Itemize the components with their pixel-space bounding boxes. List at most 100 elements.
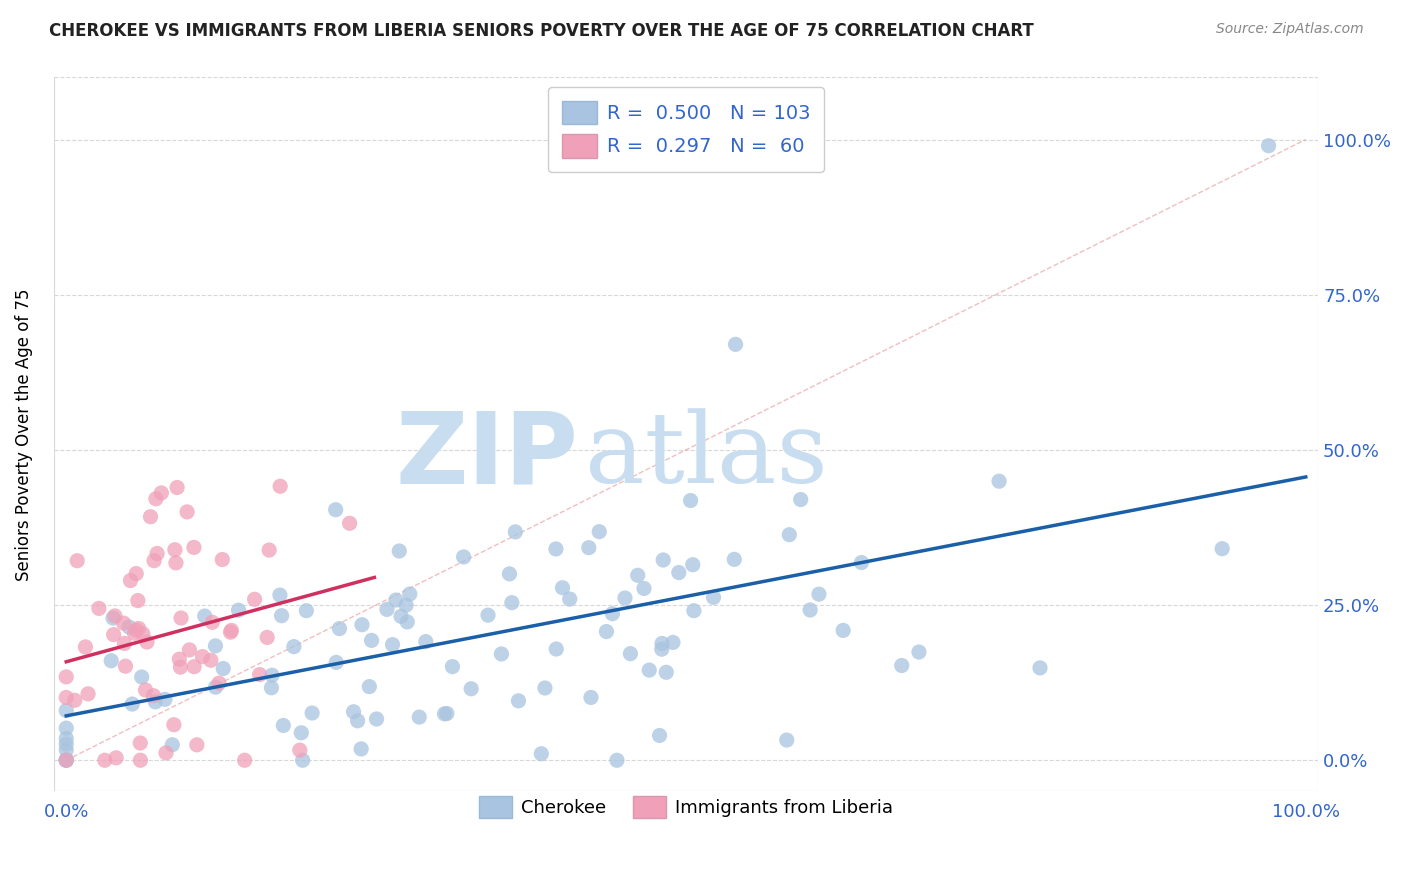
Point (155, 746, 177, 760)
Point (396, 615, 419, 629)
Point (87, 601, 110, 615)
Point (375, 602, 398, 616)
Point (683, 604, 706, 618)
Point (325, 656, 347, 670)
Point (290, 726, 312, 740)
Point (619, 647, 641, 661)
Point (651, 642, 673, 657)
Point (398, 587, 420, 601)
Point (257, 543, 280, 558)
Point (55, 743, 77, 757)
Text: ZIP: ZIP (395, 408, 578, 504)
Point (346, 714, 368, 728)
Point (132, 627, 155, 641)
Point (283, 640, 305, 654)
Point (114, 636, 136, 650)
Point (183, 541, 205, 555)
Point (179, 643, 201, 657)
Point (103, 627, 125, 641)
Point (233, 753, 256, 767)
Point (145, 491, 167, 506)
Point (142, 689, 165, 703)
Point (702, 591, 724, 605)
Text: Source: ZipAtlas.com: Source: ZipAtlas.com (1216, 22, 1364, 37)
Point (131, 670, 153, 684)
Point (270, 608, 292, 623)
Point (441, 659, 464, 673)
Point (776, 733, 799, 747)
Point (135, 683, 157, 698)
Point (530, 747, 553, 761)
Point (291, 753, 314, 767)
Point (212, 661, 235, 675)
Point (129, 736, 152, 750)
Point (143, 695, 166, 709)
Point (183, 659, 205, 673)
Point (176, 505, 198, 519)
Point (94, 753, 117, 767)
Point (350, 742, 373, 756)
Point (55, 753, 77, 767)
Point (578, 541, 600, 555)
Point (104, 609, 127, 624)
Point (153, 692, 176, 706)
Point (125, 623, 148, 637)
Legend: Cherokee, Immigrants from Liberia: Cherokee, Immigrants from Liberia (472, 789, 900, 825)
Point (55, 721, 77, 735)
Point (128, 622, 150, 636)
Point (460, 681, 482, 696)
Point (627, 568, 650, 582)
Point (136, 635, 159, 649)
Point (112, 616, 135, 631)
Point (55, 670, 77, 684)
Point (551, 581, 574, 595)
Point (124, 626, 146, 640)
Point (1257, 138, 1279, 153)
Point (638, 663, 661, 677)
Point (114, 659, 136, 673)
Point (908, 645, 931, 659)
Point (890, 658, 912, 673)
Point (505, 524, 527, 539)
Point (143, 554, 166, 568)
Point (588, 524, 610, 539)
Point (66, 554, 89, 568)
Point (191, 649, 214, 664)
Point (724, 337, 747, 351)
Point (260, 668, 283, 682)
Point (163, 542, 186, 557)
Point (655, 665, 678, 680)
Y-axis label: Seniors Poverty Over the Age of 75: Seniors Poverty Over the Age of 75 (15, 288, 32, 581)
Point (118, 620, 141, 634)
Point (208, 676, 231, 690)
Point (558, 592, 581, 607)
Point (219, 625, 242, 640)
Point (652, 553, 675, 567)
Point (162, 738, 184, 752)
Point (534, 681, 557, 695)
Point (100, 654, 122, 668)
Point (121, 697, 143, 711)
Point (807, 587, 830, 601)
Point (301, 706, 323, 720)
Point (385, 593, 408, 607)
Point (799, 603, 821, 617)
Point (55, 753, 77, 767)
Point (328, 622, 350, 636)
Point (668, 566, 690, 580)
Point (436, 706, 458, 721)
Point (101, 611, 124, 625)
Point (544, 541, 567, 556)
Point (249, 667, 271, 681)
Point (204, 680, 226, 694)
Point (269, 588, 291, 602)
Point (163, 717, 186, 731)
Point (477, 608, 499, 623)
Point (105, 751, 128, 765)
Point (498, 566, 520, 581)
Point (679, 493, 702, 508)
Point (201, 615, 224, 630)
Point (295, 604, 318, 618)
Point (186, 738, 208, 752)
Point (602, 607, 624, 621)
